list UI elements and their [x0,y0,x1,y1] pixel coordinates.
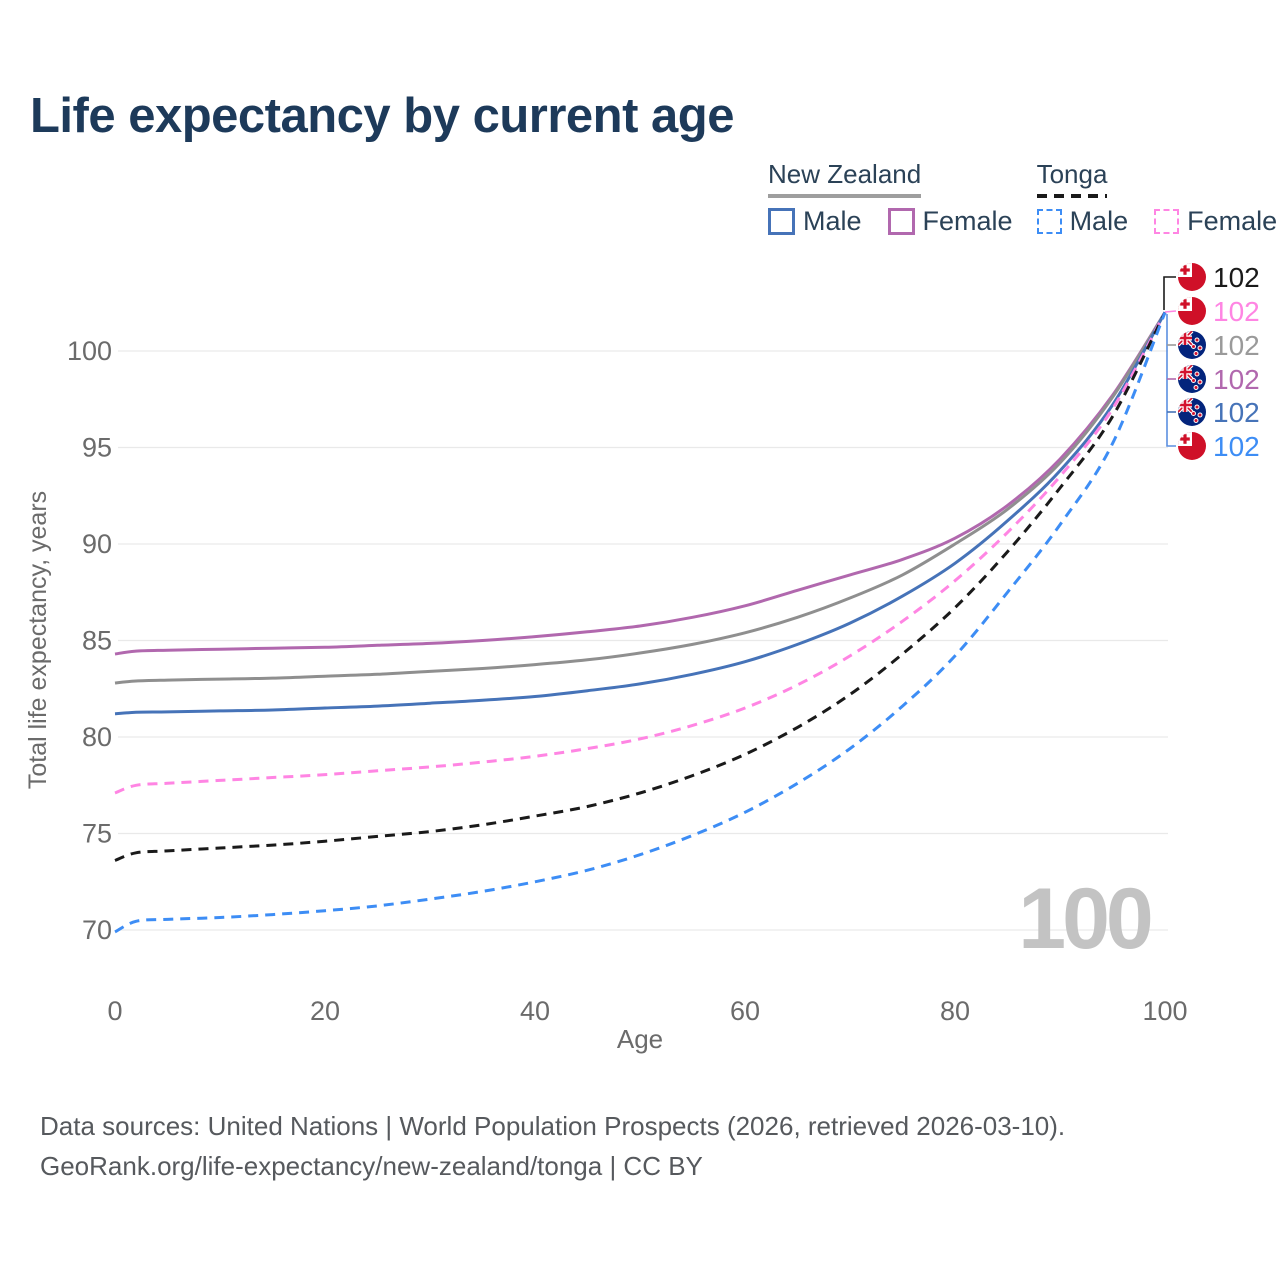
y-tick-label: 100 [67,336,112,366]
end-label-tonga: 102 [1178,262,1260,293]
legend-item-label: Male [1069,205,1129,236]
y-tick-label: 75 [82,819,112,849]
x-axis-title: Age [617,1024,663,1054]
legend-swatch-icon [768,207,795,235]
new-zealand-flag-icon [1178,398,1206,426]
legend-item-new-zealand-male[interactable]: Male [768,206,862,237]
new-zealand-flag-icon [1178,365,1206,393]
tonga-flag-icon [1178,297,1206,325]
end-label-new-zealand: 102 [1178,330,1260,361]
y-axis-title: Total life expectancy, years [24,491,52,789]
new-zealand-flag-icon [1178,331,1206,359]
legend-group-title-tonga[interactable]: Tonga [1036,159,1108,189]
series-line-new-zealand-male [114,311,1167,716]
end-label-value: 102 [1213,296,1260,327]
x-tick-label: 80 [940,996,970,1026]
y-tick-label: 85 [82,626,112,656]
legend-line-sample-new-zealand [768,193,922,198]
x-tick-label: 0 [107,996,122,1026]
legend-item-label: Male [803,205,862,236]
end-label-new-zealand-male: 102 [1178,397,1260,428]
y-tick-label: 70 [82,915,112,945]
end-label-tonga-female: 102 [1178,296,1260,327]
legend-swatch-icon [1036,208,1062,234]
legend-group-tonga: Tonga Male Female [1036,159,1277,237]
legend-group-new-zealand: New Zealand Male Female [768,159,1013,237]
footer-line-1: Data sources: United Nations | World Pop… [40,1111,1066,1141]
legend-item-tonga-male[interactable]: Male [1036,205,1129,237]
footer: Data sources: United Nations | World Pop… [40,1106,1065,1186]
series-line-tonga-male [114,311,1167,934]
series-layer [114,311,1167,934]
series-line-new-zealand-female [114,311,1167,656]
connector-top [1163,276,1176,310]
legend-item-label: Female [1187,205,1278,236]
end-label-new-zealand-female: 102 [1178,364,1260,395]
legend-swatch-icon [1154,208,1180,234]
x-tick-label: 60 [730,996,760,1026]
end-label-value: 102 [1213,364,1260,395]
legend-item-label: Female [922,205,1013,236]
legend: New Zealand Male Female Tonga Male Female [768,159,1277,237]
series-line-tonga-female [114,311,1167,795]
y-tick-label: 95 [82,433,112,463]
footer-line-2: GeoRank.org/life-expectancy/new-zealand/… [40,1151,703,1181]
legend-item-new-zealand-female[interactable]: Female [887,205,1013,237]
legend-line-sample-tonga [1036,193,1108,198]
legend-item-tonga-female[interactable]: Female [1154,206,1277,237]
series-line-new-zealand [114,311,1167,685]
end-label-value: 102 [1213,431,1260,462]
y-tick-label: 90 [82,529,112,559]
y-tick-label: 80 [82,722,112,752]
end-label-value: 102 [1213,330,1260,361]
page-title: Life expectancy by current age [30,89,734,143]
x-tick-label: 100 [1142,996,1187,1026]
series-line-tonga [114,311,1167,862]
tonga-flag-icon [1178,263,1206,291]
x-tick-label: 20 [310,996,340,1026]
legend-swatch-icon [887,207,915,235]
end-label-value: 102 [1213,397,1260,428]
end-label-value: 102 [1213,262,1260,293]
tonga-flag-icon [1178,432,1206,460]
legend-group-title-new-zealand[interactable]: New Zealand [768,159,922,189]
connector-bracket [1166,314,1176,447]
end-label-tonga-male: 102 [1178,431,1260,462]
watermark: 100 [1018,871,1151,967]
connector-pink [1164,310,1177,313]
x-tick-label: 40 [520,996,550,1026]
